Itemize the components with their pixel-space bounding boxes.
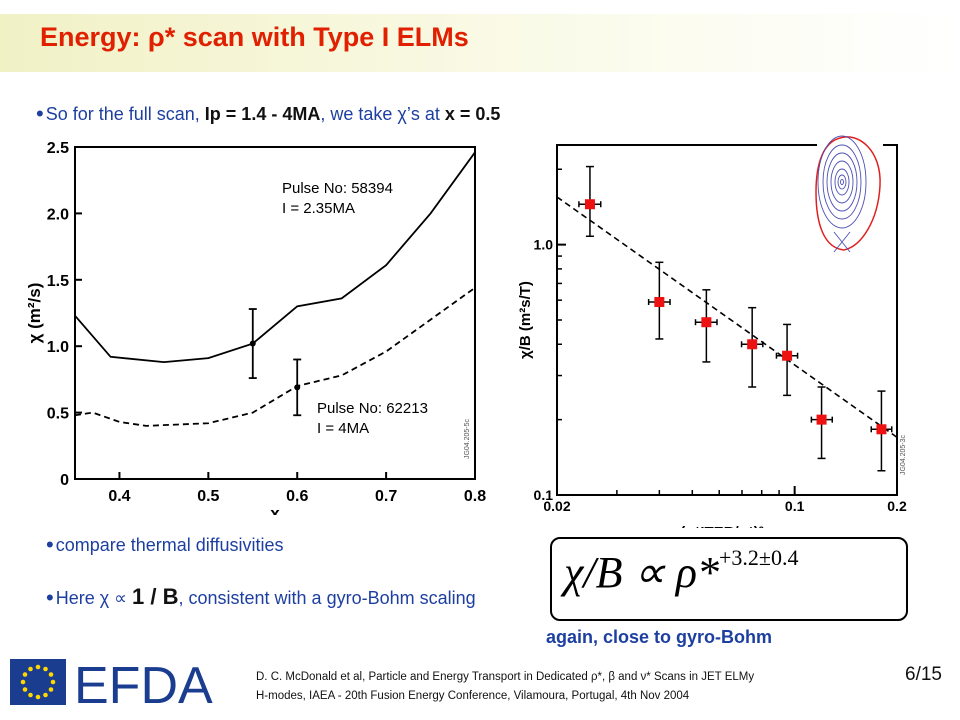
scaling-formula: χ/B ∝ ρ*+3.2±0.4 (564, 545, 799, 598)
eu-star (28, 692, 33, 698)
formula-box: χ/B ∝ ρ*+3.2±0.4 (550, 537, 908, 621)
series-annotation: I = 4MA (317, 420, 369, 437)
bullet1-bold-x: x = 0.5 (444, 104, 501, 124)
bullet3-text-b: , consistent with a gyro-Bohm scaling (178, 588, 476, 608)
formula-caption: again, close to gyro-Bohm (546, 627, 773, 647)
y-tick-label: 0 (60, 472, 69, 489)
bullet3-text-a: Here χ ∝ (55, 588, 133, 608)
bullet-dot: • (46, 585, 54, 610)
data-point (701, 317, 712, 328)
x-tick-label: 0.4 (108, 488, 130, 505)
eu-star (22, 672, 28, 677)
x-axis-label: (ρ*ITER/ρ*)³ (680, 524, 764, 528)
bullet-compare: • compare thermal diffusivities (46, 531, 283, 557)
x-tick-label: 0.5 (197, 488, 219, 505)
y-tick-label: 0.1 (534, 487, 554, 503)
fit-line (556, 196, 898, 438)
citation-line2: H-modes, IAEA - 20th Fusion Energy Confe… (256, 690, 690, 702)
series-annotation: Pulse No: 62213 (317, 400, 428, 417)
data-point (249, 340, 256, 347)
y-tick-label: 1.5 (47, 273, 69, 290)
bullet-dot: • (36, 101, 44, 126)
series-annotation: I = 2.35MA (282, 200, 355, 217)
x-tick-label: 0.6 (286, 488, 308, 505)
eu-star (48, 687, 54, 692)
data-point (654, 297, 665, 308)
data-point (816, 414, 827, 425)
bullet-full-scan: • So for the full scan, Ip = 1.4 - 4MA, w… (36, 100, 500, 126)
flux-surface (817, 135, 867, 229)
flux-surface (830, 160, 854, 204)
data-point (747, 339, 758, 350)
series-line-1 (74, 151, 476, 364)
eu-star (28, 666, 33, 672)
series-annotation: Pulse No: 58394 (282, 180, 393, 197)
x-tick-label: 0.7 (375, 488, 397, 505)
bullet1-bold-ip: Ip = 1.4 - 4MA (204, 104, 321, 124)
eu-stars (20, 664, 56, 700)
bullet2-text: compare thermal diffusivities (55, 535, 284, 555)
bullet1-text-a: So for the full scan, (45, 104, 205, 124)
eu-star (20, 679, 26, 685)
page-number: 6/15 (905, 664, 942, 685)
y-tick-label: 1.0 (534, 237, 554, 253)
plasma-inset (815, 135, 881, 253)
eu-star (22, 687, 28, 692)
citation-line1: D. C. McDonald et al, Particle and Energ… (256, 671, 755, 683)
bullet3-one-over-b: 1 / B (132, 584, 179, 609)
x-tick-label: 0.8 (464, 488, 486, 505)
citation: D. C. McDonald et al, Particle and Energ… (256, 668, 856, 706)
efda-logo: EFDA (10, 657, 213, 709)
formula-lhs: χ/B ∝ ρ* (564, 548, 720, 597)
data-point (584, 199, 595, 210)
watermark: JG04.205-3c (900, 434, 907, 475)
x-axis-label: x (270, 504, 280, 515)
data-point (294, 384, 301, 391)
x-tick-label: 0.2 (887, 498, 907, 514)
flux-surface (837, 174, 847, 190)
eu-star (48, 672, 54, 677)
plot-frame (74, 146, 476, 480)
y-tick-label: 2.0 (47, 206, 69, 223)
flux-surface (840, 179, 844, 185)
flux-surface (826, 152, 858, 212)
series-line-2 (74, 287, 476, 427)
y-tick-label: 0.5 (47, 406, 69, 423)
watermark: JG04.205-5c (464, 418, 471, 459)
flux-surface (834, 168, 850, 196)
bullet-gyro-bohm: • Here χ ∝ 1 / B, consistent with a gyro-… (46, 585, 476, 610)
slide-title: Energy: ρ* scan with Type I ELMs (40, 22, 469, 52)
eu-star (35, 694, 41, 700)
y-axis-label: χ (m²/s) (25, 283, 44, 344)
x-tick-label: 0.1 (785, 498, 805, 514)
y-tick-label: 2.5 (47, 140, 69, 157)
flux-surface (822, 144, 862, 220)
title-band (0, 14, 960, 72)
chi-over-b-vs-rho-chart: 0.020.10.20.11.0(ρ*ITER/ρ*)³χ/B (m²s/T)J… (517, 135, 907, 528)
y-axis-label: χ/B (m²s/T) (517, 281, 534, 359)
chi-vs-x-chart: 0.4 0.5 0.6 0.7 0.8 0 0.5 1.0 1.5 2.0 2.5 x χ (m²/s)… (25, 140, 486, 515)
bullet1-text-b: , we take χ’s at (320, 104, 445, 124)
bullet-dot: • (46, 532, 54, 557)
x-tick-label: 0.02 (543, 498, 570, 514)
eu-star (43, 692, 48, 698)
plot-frame (556, 144, 898, 496)
data-point (782, 350, 793, 361)
x-point (833, 231, 851, 253)
data-point (876, 424, 887, 435)
plasma-boundary (815, 136, 881, 251)
eu-star (50, 679, 56, 685)
efda-logo-text: EFDA (74, 657, 213, 709)
formula-exponent: +3.2±0.4 (719, 545, 799, 571)
eu-star (35, 664, 41, 670)
eu-star (43, 666, 48, 672)
y-tick-label: 1.0 (47, 339, 69, 356)
